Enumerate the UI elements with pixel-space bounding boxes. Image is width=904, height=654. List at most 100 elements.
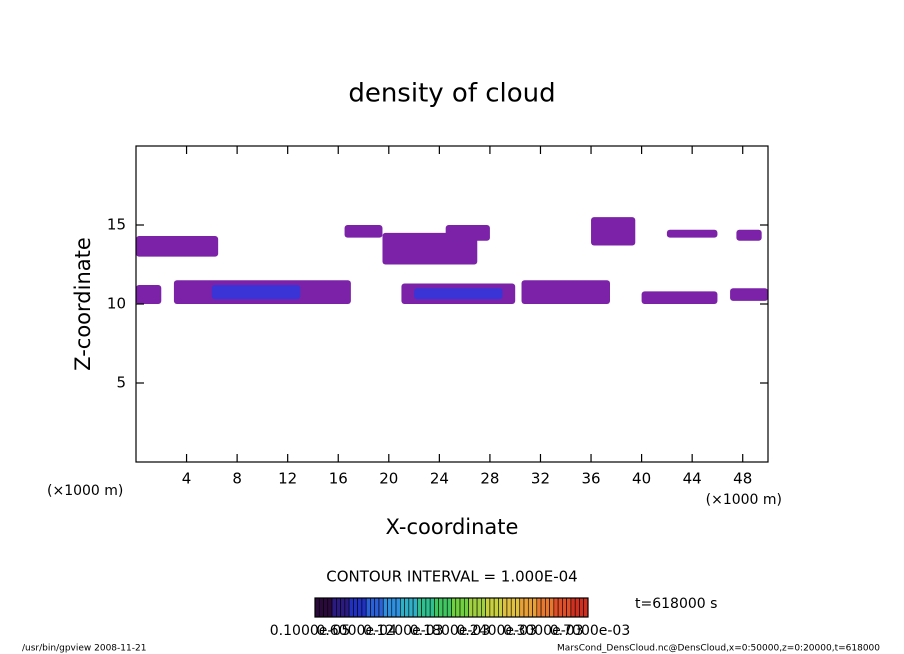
x-tick-label: 32 xyxy=(531,470,550,488)
colorbar-label: 0.3000e-03 xyxy=(503,623,583,639)
colorbar-label: 0.1800e-03 xyxy=(410,623,490,639)
colorbar-swatch xyxy=(545,597,550,618)
colorbar-swatch xyxy=(476,597,482,618)
colorbar-swatch xyxy=(417,597,422,618)
colorbar-swatch xyxy=(502,597,508,618)
chart-title: density of cloud xyxy=(348,79,555,109)
x-tick-label: 40 xyxy=(632,470,651,488)
colorbar-swatch xyxy=(382,597,388,618)
colorbar-swatch xyxy=(493,597,499,618)
x-axis-label: X-coordinate xyxy=(386,515,519,539)
x-unit-label: (×1000 m) xyxy=(706,492,782,508)
colorbar-swatch xyxy=(510,597,516,618)
colorbar-swatch xyxy=(323,597,329,618)
colorbar-swatch xyxy=(566,597,572,618)
colorbar-swatch xyxy=(340,597,346,618)
colorbar-swatch xyxy=(532,597,538,618)
colorbar-swatch xyxy=(455,597,461,618)
cloud-region xyxy=(136,285,162,304)
colorbar-swatch xyxy=(348,597,354,618)
colorbar-label: 0.2400e-03 xyxy=(456,623,536,639)
colorbar-swatch xyxy=(412,597,418,618)
cloud-region xyxy=(414,288,503,300)
cloud-region xyxy=(666,229,718,238)
y-axis-label: Z-coordinate xyxy=(71,237,95,371)
colorbar-swatch xyxy=(481,597,486,618)
colorbar-swatch xyxy=(562,597,567,618)
colorbar-swatch xyxy=(434,597,440,618)
x-tick-label: 48 xyxy=(733,470,752,488)
x-tick-label: 44 xyxy=(683,470,702,488)
cloud-region xyxy=(591,217,636,246)
colorbar-swatch xyxy=(459,597,465,618)
cloud-region xyxy=(641,291,718,304)
y-tick-label: 10 xyxy=(107,295,126,313)
cloud-region xyxy=(521,280,610,304)
colorbar-swatch xyxy=(463,597,469,618)
cloud-region xyxy=(211,285,301,300)
contour-interval: CONTOUR INTERVAL = 1.000E-04 xyxy=(326,568,577,586)
x-unit-label: (×1000 m) xyxy=(47,483,123,499)
colorbar-swatch xyxy=(344,597,350,618)
colorbar-swatch xyxy=(365,597,371,618)
colorbar-swatch xyxy=(421,597,427,618)
colorbar-swatch xyxy=(446,597,452,618)
x-tick-label: 16 xyxy=(329,470,348,488)
colorbar-swatch xyxy=(536,597,542,618)
colorbar-swatch xyxy=(395,597,401,618)
colorbar-swatch xyxy=(361,597,367,618)
colorbar-swatch xyxy=(549,597,555,618)
colorbar-swatch xyxy=(515,597,521,618)
colorbar-swatch xyxy=(314,597,320,618)
colorbar-swatch xyxy=(353,597,358,618)
x-tick-label: 28 xyxy=(480,470,499,488)
cloud-region xyxy=(445,225,490,241)
cloud-region xyxy=(344,225,383,238)
colorbar-swatch xyxy=(498,597,503,618)
x-tick-label: 24 xyxy=(430,470,449,488)
cloud-region xyxy=(136,236,219,257)
colorbar-swatch xyxy=(357,597,363,618)
footer-right: MarsCond_DensCloud.nc@DensCloud,x=0:5000… xyxy=(557,644,880,654)
colorbar-label: 0.1000e-05 xyxy=(270,623,350,639)
colorbar-label: 0.1200e-03 xyxy=(363,623,443,639)
colorbar-swatch xyxy=(472,597,478,618)
colorbar-swatch xyxy=(540,597,546,618)
colorbar-swatch xyxy=(404,597,410,618)
colorbar-swatch xyxy=(391,597,397,618)
colorbar-frame xyxy=(314,597,589,618)
colorbar-swatch xyxy=(374,597,380,618)
colorbar-swatch xyxy=(429,597,435,618)
colorbar-swatch xyxy=(468,597,474,618)
colorbar-swatch xyxy=(318,597,324,618)
time-label: t=618000 s xyxy=(635,596,717,612)
colorbar-label: 0.6000e-04 xyxy=(316,623,397,639)
colorbar-swatch xyxy=(506,597,512,618)
colorbar-swatch xyxy=(400,597,405,618)
cloud-region xyxy=(736,229,762,241)
colorbar-swatch xyxy=(336,597,341,618)
colorbar-swatch xyxy=(331,597,337,618)
colorbar-swatch xyxy=(570,597,576,618)
colorbar-swatch xyxy=(519,597,525,618)
colorbar-swatch xyxy=(408,597,414,618)
x-tick-label: 12 xyxy=(278,470,297,488)
colorbar-swatch xyxy=(378,597,384,618)
colorbar-swatch xyxy=(370,597,376,618)
colorbar-swatch xyxy=(579,597,585,618)
x-tick-label: 36 xyxy=(581,470,600,488)
cloud-region xyxy=(730,288,768,301)
colorbar-swatch xyxy=(557,597,563,618)
y-tick-label: 5 xyxy=(116,374,126,392)
colorbar-swatch xyxy=(327,597,333,618)
colorbar-swatch xyxy=(527,597,533,618)
colorbar-swatch xyxy=(583,597,589,618)
colorbar-swatch xyxy=(523,597,529,618)
colorbar-swatch xyxy=(442,597,448,618)
colorbar-label: 0.7000e-03 xyxy=(550,623,630,639)
colorbar-swatch xyxy=(574,597,580,618)
x-tick-label: 4 xyxy=(182,470,192,488)
colorbar-swatch xyxy=(438,597,444,618)
colorbar-swatch xyxy=(387,597,393,618)
